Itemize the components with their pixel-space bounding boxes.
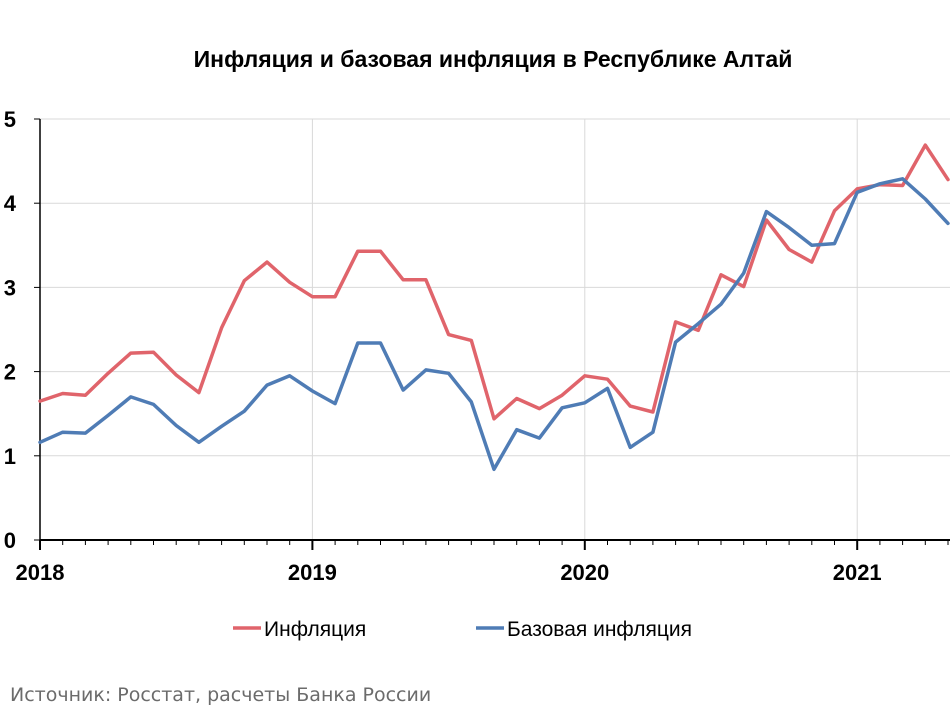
x-axis-ticks: 2018 2019 2020 2021	[16, 560, 882, 585]
source-note: Источник: Росстат, расчеты Банка России	[10, 684, 432, 706]
y-axis-ticks: 0 1 2 3 4 5	[4, 107, 17, 553]
y-tick-label: 2	[4, 360, 16, 385]
chart-title: Инфляция и базовая инфляция в Республике…	[194, 46, 793, 72]
x-tick-label: 2020	[560, 560, 609, 585]
legend: Инфляция Базовая инфляция	[233, 618, 692, 641]
y-tick-label: 1	[4, 444, 16, 469]
x-tick-label: 2018	[16, 560, 65, 585]
y-tick-label: 3	[4, 275, 16, 300]
gridlines	[40, 118, 950, 540]
series-line-core-inflation	[38, 177, 950, 472]
y-tick-label: 0	[4, 528, 16, 553]
legend-label-core-inflation: Базовая инфляция	[507, 618, 692, 641]
axes	[34, 118, 950, 550]
x-tick-label: 2021	[833, 560, 882, 585]
series-lines	[38, 143, 950, 472]
legend-label-inflation: Инфляция	[264, 618, 366, 641]
x-tick-label: 2019	[288, 560, 337, 585]
y-tick-label: 4	[4, 191, 17, 216]
series-line-inflation	[38, 143, 950, 421]
y-tick-label: 5	[4, 107, 16, 132]
